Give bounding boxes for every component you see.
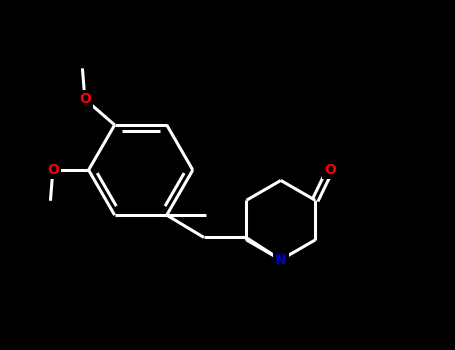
- Text: O: O: [324, 162, 336, 176]
- Text: O: O: [47, 163, 59, 177]
- Text: O: O: [79, 92, 91, 106]
- Text: N: N: [275, 253, 287, 267]
- Text: N: N: [275, 253, 287, 267]
